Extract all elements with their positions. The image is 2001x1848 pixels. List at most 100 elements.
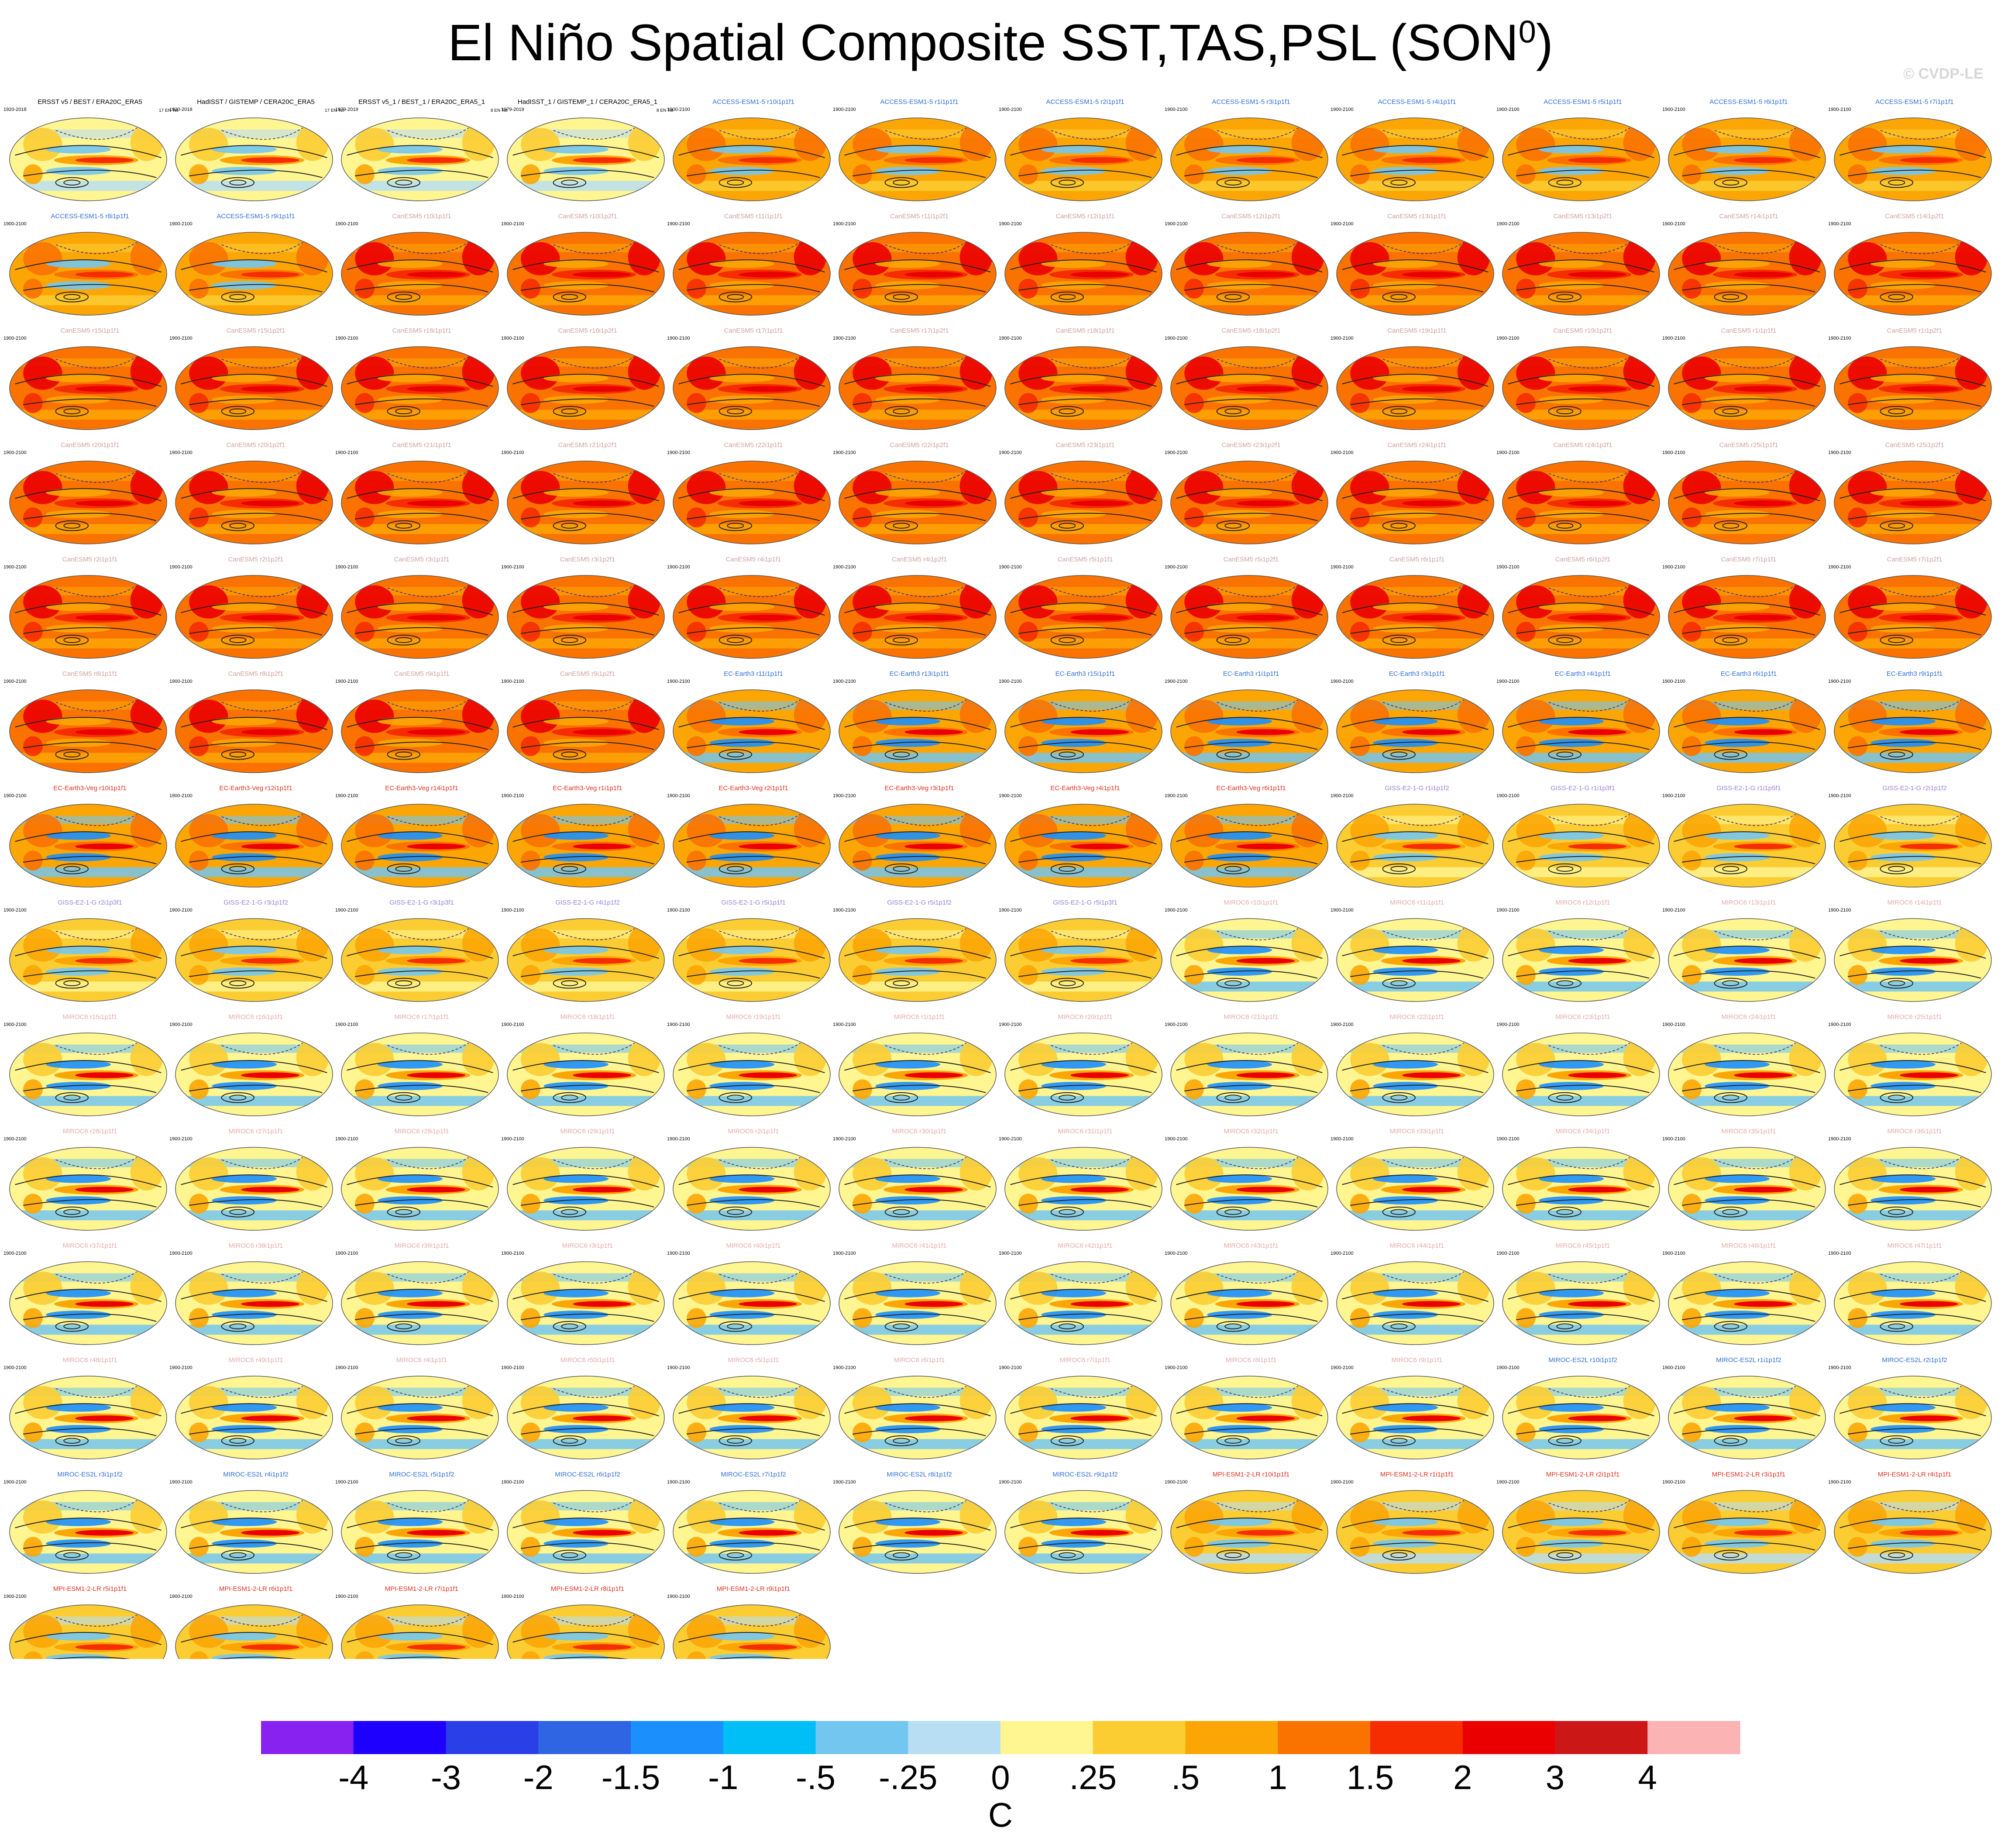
- panel-years: 1900-2100: [1165, 908, 1188, 913]
- map-panel: CanESM5 r12i1p1f1 1900-2100: [999, 213, 1162, 316]
- map-panel: GISS-E2-1-G r2i1p1f2 1900-2100: [1828, 785, 1992, 888]
- panel-title: HadISST / GISTEMP / CERA20C_ERA5: [197, 98, 315, 106]
- panel-title: MIROC-ES2L r4i1p1f2: [223, 1471, 289, 1478]
- title-superscript: 0: [1518, 14, 1536, 50]
- panel-years: 1900-2100: [1331, 793, 1354, 798]
- map-panel: MIROC6 r38i1p1f1 1900-2100: [169, 1242, 333, 1345]
- map-panel: GISS-E2-1-G r3i1p3f1 1900-2100: [335, 899, 499, 1002]
- panel-years: 1900-2100: [1828, 1365, 1851, 1370]
- panel-title: MIROC6 r15i1p1f1: [62, 1013, 117, 1021]
- colorbar-swatch: [1000, 1721, 1093, 1754]
- panel-years: 1900-2100: [501, 1480, 524, 1485]
- map-panel: EC-Earth3 r4i1p1f1 1900-2100: [1496, 670, 1660, 773]
- panel-title: MIROC6 r28i1p1f1: [394, 1128, 449, 1135]
- panel-years: 1900-2100: [501, 908, 524, 913]
- panel-years: 1900-2100: [1331, 336, 1354, 341]
- panel-years: 1900-2100: [1662, 107, 1685, 112]
- colorbar-swatch: [1647, 1721, 1740, 1754]
- panel-title: MIROC6 r30i1p1f1: [892, 1128, 946, 1135]
- panel-years: 1900-2100: [501, 1022, 524, 1027]
- panel-years: 1979-2019: [335, 107, 358, 112]
- map-panel: MIROC-ES2L r8i1p1f2 1900-2100: [833, 1471, 997, 1574]
- map-panel: MIROC6 r18i1p1f1 1900-2100: [501, 1013, 665, 1116]
- map-panel: GISS-E2-1-G r5i1p3f1 1900-2100: [999, 899, 1162, 1002]
- panel-years: 1900-2100: [667, 908, 690, 913]
- panel-years: 1900-2100: [999, 221, 1022, 227]
- panel-years: 1900-2100: [667, 336, 690, 341]
- map-panel: CanESM5 r10i1p2f1 1900-2100: [501, 213, 665, 316]
- map-panel: MIROC-ES2L r7i1p1f2 1900-2100: [667, 1471, 831, 1574]
- map-panel: CanESM5 r2i1p2f1 1900-2100: [169, 556, 333, 659]
- panel-title: GISS-E2-1-G r2i1p1f2: [1882, 785, 1947, 792]
- panel-title: ACCESS-ESM1-5 r1i1p1f1: [880, 98, 958, 106]
- panel-years: 1900-2100: [335, 1365, 358, 1370]
- panel-years: 1900-2100: [169, 1022, 193, 1027]
- map-panel: CanESM5 r4i1p2f1 1900-2100: [833, 556, 997, 659]
- map-panel: EC-Earth3 r13i1p1f1 1900-2100: [833, 670, 997, 773]
- panel-years: 1900-2100: [1828, 1480, 1851, 1485]
- colorbar-tick-label: -1.5: [602, 1758, 660, 1796]
- panel-years: 1900-2100: [169, 1251, 193, 1256]
- panel-years: 1900-2100: [999, 564, 1022, 570]
- map-panel: CanESM5 r16i1p1f1 1900-2100: [335, 327, 499, 430]
- map-panel: MIROC6 r15i1p1f1 1900-2100: [3, 1013, 167, 1116]
- panel-years: 1900-2100: [1331, 221, 1354, 227]
- map-panel: MIROC6 r45i1p1f1 1900-2100: [1496, 1242, 1660, 1345]
- panel-years: 1900-2100: [501, 1251, 524, 1256]
- colorbar-tick-label: -.5: [796, 1758, 835, 1796]
- map-panel: ACCESS-ESM1-5 r8i1p1f1 1900-2100: [3, 213, 167, 316]
- colorbar-tick-label: -.25: [879, 1758, 937, 1796]
- panel-years: 1900-2100: [169, 1594, 193, 1599]
- map-panel: MIROC6 r19i1p1f1 1900-2100: [667, 1013, 831, 1116]
- panel-title: CanESM5 r21i1p1f1: [392, 441, 451, 449]
- map-panel: ACCESS-ESM1-5 r9i1p1f1 1900-2100: [169, 213, 333, 316]
- page-title: El Niño Spatial Composite SST,TAS,PSL (S…: [0, 13, 2001, 72]
- map-panel: EC-Earth3-Veg r2i1p1f1 1900-2100: [667, 785, 831, 888]
- colorbar-swatch: [1462, 1721, 1555, 1754]
- panel-title: MIROC6 r38i1p1f1: [228, 1242, 283, 1249]
- panel-years: 1900-2100: [833, 221, 856, 227]
- panel-years: 1900-2100: [833, 107, 856, 112]
- colorbar-swatch: [261, 1721, 354, 1754]
- panel-title: CanESM5 r2i1p2f1: [228, 556, 284, 563]
- map-panel: MIROC6 r10i1p1f1 1900-2100: [1165, 899, 1328, 1002]
- panel-years: 1900-2100: [1828, 107, 1851, 112]
- panel-years: 1900-2100: [1331, 1022, 1354, 1027]
- map-panel: CanESM5 r23i1p1f1 1900-2100: [999, 441, 1162, 544]
- panel-years: 1900-2100: [1331, 1365, 1354, 1370]
- map-panel: CanESM5 r19i1p2f1 1900-2100: [1496, 327, 1660, 430]
- panel-title: EC-Earth3-Veg r10i1p1f1: [53, 785, 127, 792]
- panel-years: 1900-2100: [1331, 564, 1354, 570]
- panel-title: ERSST v5_1 / BEST_1 / ERA20C_ERA5_1: [358, 98, 485, 106]
- panel-years: 1900-2100: [667, 1022, 690, 1027]
- panel-years: 1900-2100: [501, 1365, 524, 1370]
- panel-title: MPI-ESM1-2-LR r6i1p1f1: [219, 1585, 292, 1593]
- panel-years: 1900-2100: [1662, 679, 1685, 684]
- panel-title: ERSST v5 / BEST / ERA20C_ERA5: [38, 98, 142, 106]
- panel-years: 1900-2100: [1662, 221, 1685, 227]
- panel-title: CanESM5 r9i1p2f1: [560, 670, 615, 678]
- panel-title: MIROC6 r16i1p1f1: [228, 1013, 283, 1021]
- panel-years: 1900-2100: [833, 908, 856, 913]
- panel-years: 1900-2100: [501, 450, 524, 455]
- panel-years: 1900-2100: [999, 793, 1022, 798]
- panel-years: 1900-2100: [1828, 1136, 1851, 1142]
- panel-years: 1900-2100: [501, 1136, 524, 1142]
- panel-stat: 8 EN Tot: [491, 108, 507, 113]
- panel-title: EC-Earth3 r9i1p1f1: [1887, 670, 1943, 678]
- panel-years: 1900-2100: [1165, 1365, 1188, 1370]
- panel-years: 1900-2100: [1165, 1022, 1188, 1027]
- colorbar-swatch: [631, 1721, 724, 1754]
- panel-years: 1900-2100: [1331, 107, 1354, 112]
- panel-title: EC-Earth3-Veg r3i1p1f1: [884, 785, 954, 792]
- map-panel: MPI-ESM1-2-LR r5i1p1f1 1900-2100: [3, 1585, 167, 1659]
- panel-title: CanESM5 r15i1p2f1: [226, 327, 285, 334]
- panel-years: 1900-2100: [335, 450, 358, 455]
- panel-title: HadISST_1 / GISTEMP_1 / CERA20C_ERA5_1: [518, 98, 657, 106]
- panel-title: EC-Earth3 r3i1p1f1: [1389, 670, 1445, 678]
- panel-title: MPI-ESM1-2-LR r1i1p1f1: [1380, 1471, 1454, 1478]
- map-panel: MIROC6 r5i1p1f1 1900-2100: [667, 1356, 831, 1459]
- panel-title: CanESM5 r7i1p1f1: [1721, 556, 1777, 563]
- panel-title: MIROC6 r33i1p1f1: [1389, 1128, 1444, 1135]
- map-panel: MPI-ESM1-2-LR r9i1p1f1 1900-2100: [667, 1585, 831, 1659]
